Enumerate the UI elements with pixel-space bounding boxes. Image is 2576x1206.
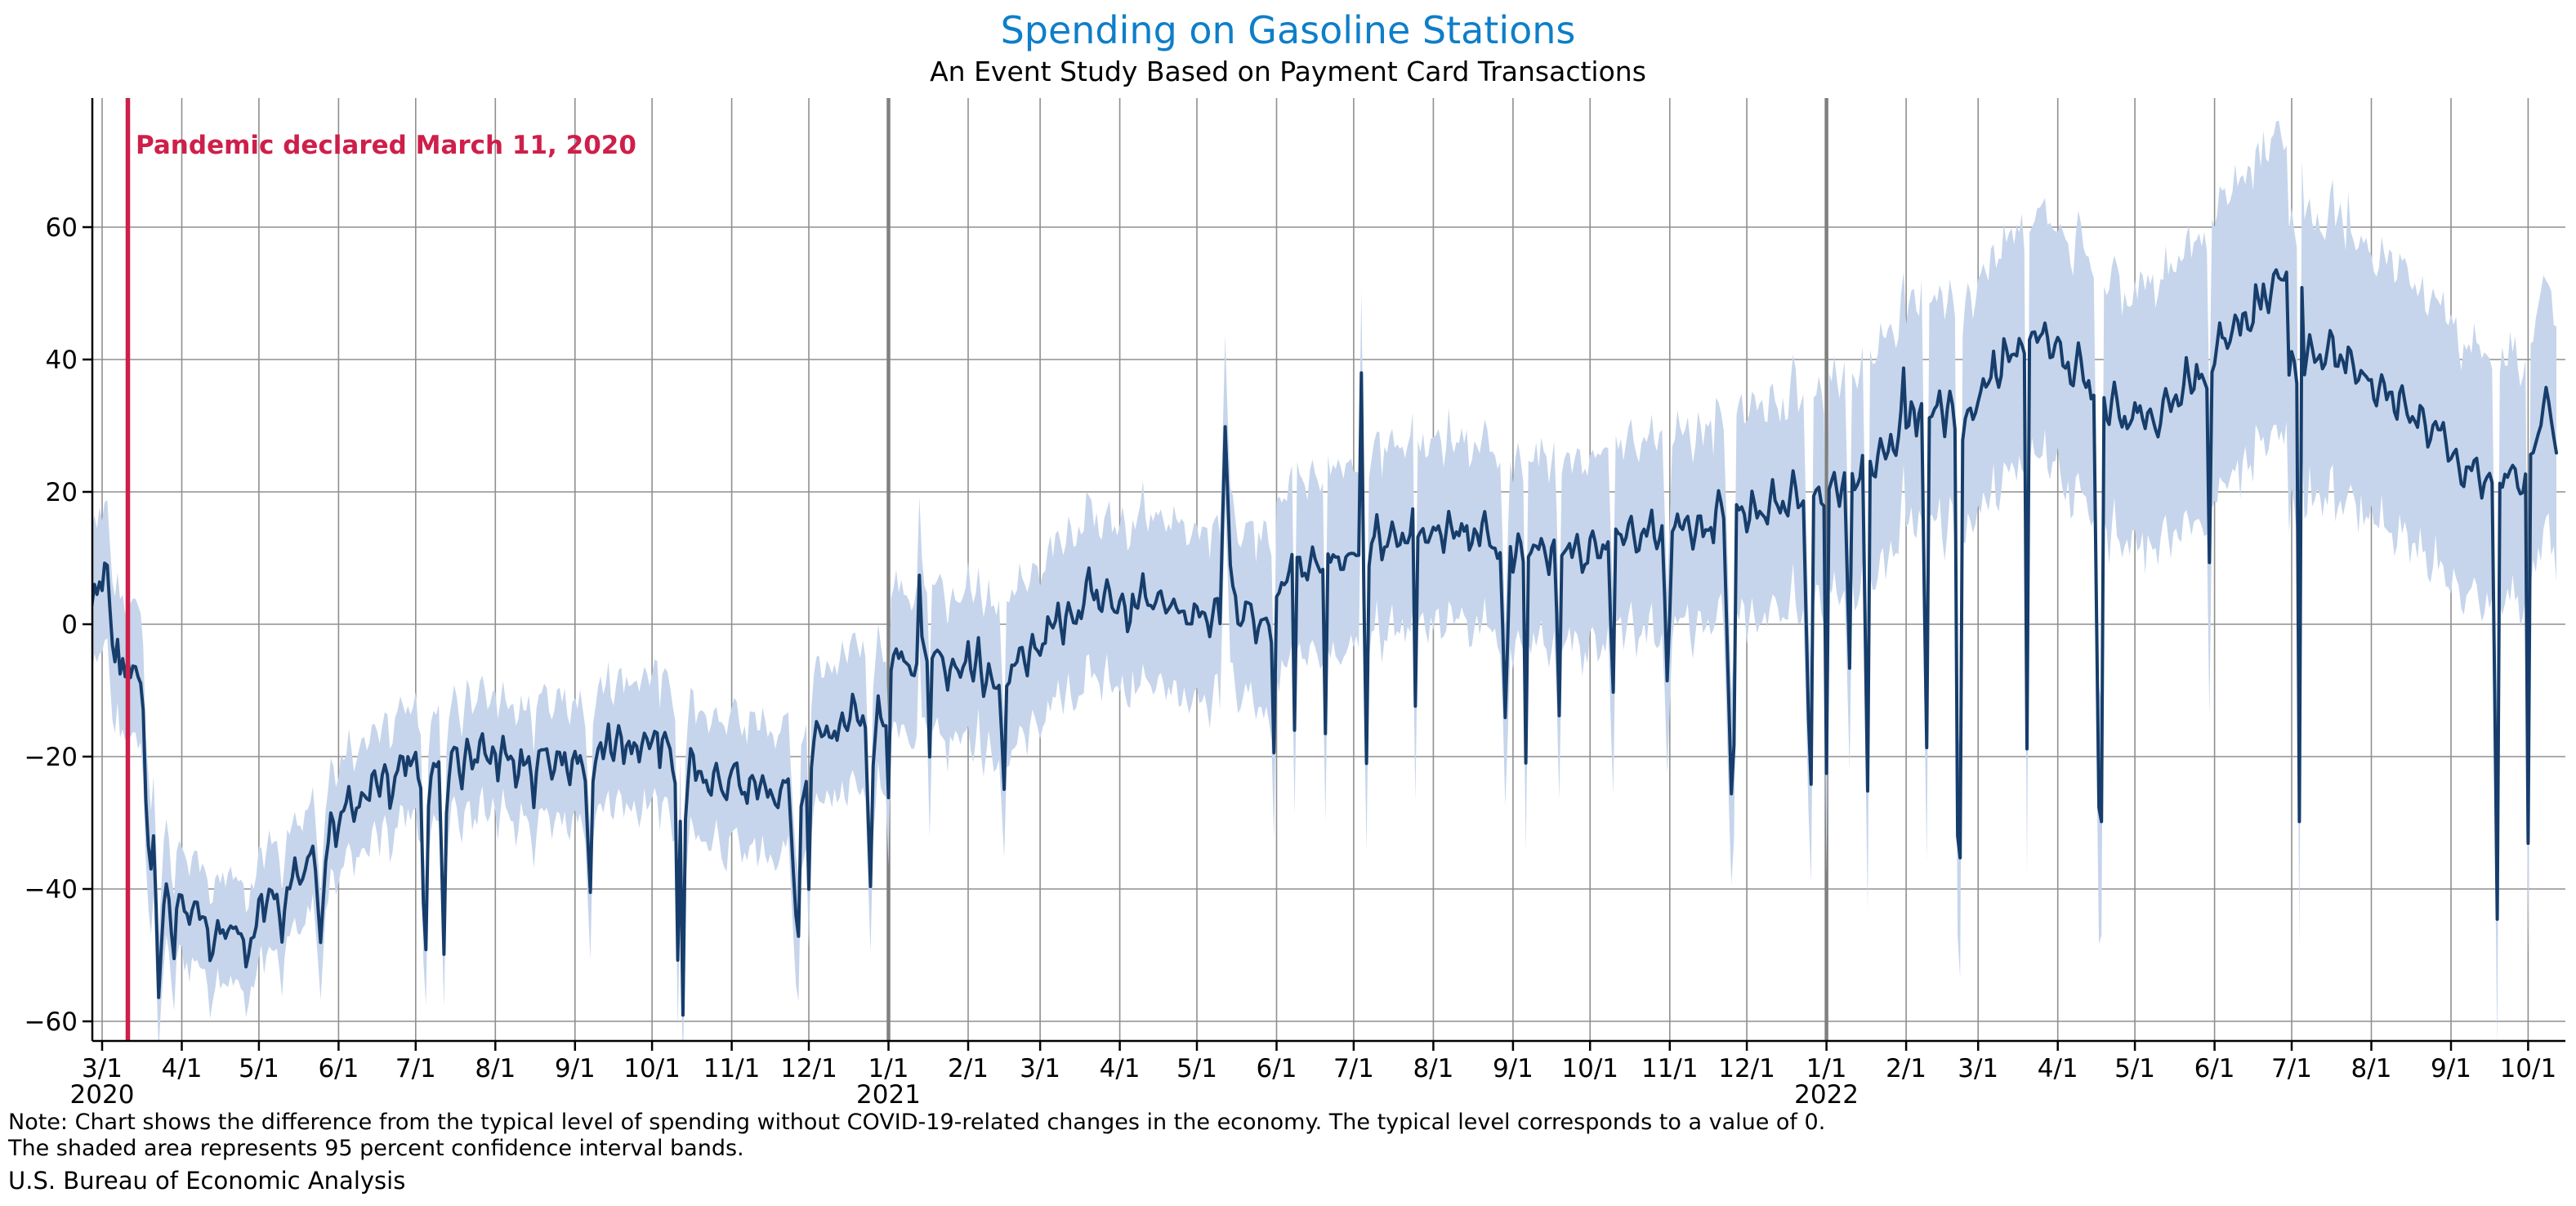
x-tick-label: 4/1 [2038,1054,2078,1083]
x-tick-label: 7/1 [2271,1054,2312,1083]
y-tick-label: 40 [46,346,78,375]
year-label: 2021 [856,1080,921,1110]
x-tick-label: 10/1 [1561,1054,1618,1083]
x-tick-label: 5/1 [239,1054,279,1083]
x-tick-label: 12/1 [780,1054,837,1083]
y-tick-label: 20 [46,478,78,507]
x-tick-label: 1/1 [868,1054,909,1083]
x-tick-label: 10/1 [623,1054,681,1083]
source-label: U.S. Bureau of Economic Analysis [8,1167,406,1195]
x-tick-label: 4/1 [162,1054,203,1083]
x-tick-label: 8/1 [475,1054,516,1083]
x-tick-label: 2/1 [1886,1054,1926,1083]
x-tick-label: 3/1 [82,1054,123,1083]
x-tick-label: 5/1 [1176,1054,1217,1083]
x-tick-label: 9/1 [555,1054,596,1083]
year-label: 2022 [1794,1080,1859,1110]
y-tick-label: 60 [46,213,78,243]
y-tick-label: −60 [25,1007,78,1037]
x-tick-label: 5/1 [2114,1054,2155,1083]
x-tick-label: 9/1 [2431,1054,2471,1083]
x-tick-label: 11/1 [1641,1054,1699,1083]
x-tick-label: 7/1 [1333,1054,1374,1083]
x-tick-label: 11/1 [703,1054,761,1083]
x-tick-label: 6/1 [2194,1054,2235,1083]
x-tick-label: 8/1 [2351,1054,2392,1083]
x-tick-label: 8/1 [1413,1054,1453,1083]
x-tick-label: 3/1 [1020,1054,1060,1083]
pandemic-annotation: Pandemic declared March 11, 2020 [136,131,636,160]
note-line-2: The shaded area represents 95 percent co… [8,1136,744,1161]
x-tick-label: 1/1 [1806,1054,1847,1083]
x-tick-label: 9/1 [1493,1054,1534,1083]
x-tick-label: 6/1 [1257,1054,1297,1083]
confidence-band [92,120,2556,1041]
y-tick-label: −40 [25,875,78,904]
axes [83,98,2565,1051]
x-tick-label: 6/1 [318,1054,359,1083]
x-tick-label: 7/1 [395,1054,436,1083]
y-tick-label: 0 [61,610,78,640]
note-line-1: Note: Chart shows the difference from th… [8,1110,1826,1135]
x-tick-label: 10/1 [2500,1054,2557,1083]
spending-line [92,268,2558,1017]
x-tick-label: 4/1 [1100,1054,1141,1083]
year-label: 2020 [70,1080,135,1110]
page-subtitle: An Event Study Based on Payment Card Tra… [930,56,1646,87]
x-tick-label: 12/1 [1718,1054,1775,1083]
x-tick-label: 3/1 [1958,1054,1998,1083]
page-title: Spending on Gasoline Stations [1000,8,1576,52]
y-tick-label: −20 [25,743,78,772]
x-tick-label: 2/1 [948,1054,989,1083]
